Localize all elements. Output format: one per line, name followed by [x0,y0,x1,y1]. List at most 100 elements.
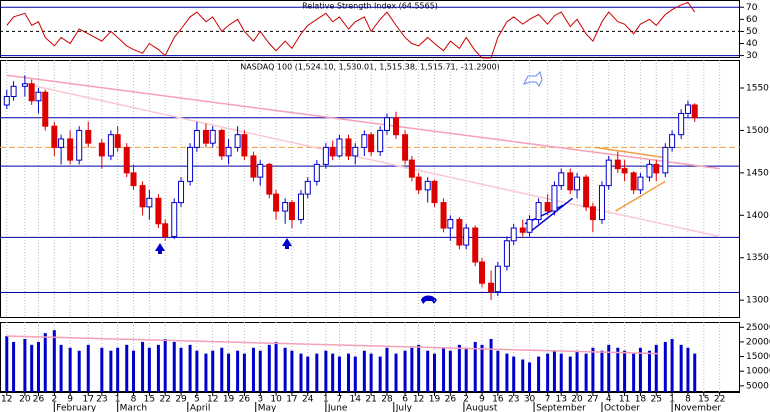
volume-bar [86,344,90,392]
x-tick-label: 26 [33,395,45,405]
candle-body [558,172,565,187]
month-label: April [190,404,211,412]
y-tick-label: 1450 [746,168,769,178]
x-tick-label: 18 [635,395,647,405]
x-tick-label: 30 [524,395,536,405]
candle-body [130,172,137,187]
candle-body [345,138,352,157]
candle-body [535,202,542,221]
x-tick-label: 27 [587,395,598,405]
month-label: February [56,404,97,412]
candle-body [28,83,35,102]
candle-body [669,134,676,148]
candle-body [288,202,295,221]
volume-bar [353,356,357,392]
volume-bar [559,353,563,392]
x-tick-label: 1 [669,395,675,405]
x-tick-label: 15 [698,395,709,405]
volume-bar [362,350,366,392]
rsi-line [6,1,696,59]
volume-bar [442,347,446,392]
volume-bar [403,350,407,392]
volume-bar [528,362,532,392]
x-tick-label: 12 [413,395,424,405]
month-label: May [258,404,277,412]
volume-bar [464,347,468,392]
volume-bar [132,350,136,392]
volume-bar [267,344,271,392]
bull-icon [523,71,543,87]
volume-bar [125,344,129,392]
x-tick-label: 26 [445,395,457,405]
candle-body [691,104,698,119]
candle-body [494,265,501,293]
candle-body [178,180,185,204]
volume-bar [43,333,47,392]
x-tick-label: 22 [714,395,725,405]
candle-body [3,95,10,106]
volume-bar [179,347,183,392]
trendline [615,180,666,212]
x-tick-label: 19 [429,395,441,405]
volume-bar [638,347,642,392]
candle-body [218,129,225,157]
volume-bar [156,344,160,392]
candle-body [282,202,289,212]
x-tick-label: 21 [365,395,376,405]
candle-body [202,129,209,144]
candle-body [383,117,390,131]
volume-bar [204,353,208,392]
x-tick-label: 25 [651,395,662,405]
x-tick-label: 5 [194,395,200,405]
candle-body [431,180,438,204]
y-tick-label: 30 [746,51,758,61]
volume-bar [242,353,246,392]
candle-body [155,197,162,225]
candle-body [304,180,311,195]
x-tick-label: 15 [144,395,155,405]
candle-body [58,138,65,148]
volume-bar [480,344,484,392]
x-tick-label: 9 [479,395,485,405]
volume-bar [600,350,604,392]
volume-bar [496,350,500,392]
volume-bar [116,347,120,392]
x-tick-label: 8 [685,395,691,405]
volume-bar [274,341,278,392]
volume-bar [607,344,611,392]
volume-bar [337,356,341,392]
volume-bar [306,356,310,392]
x-tick-label: 2 [51,395,57,405]
x-tick-label: 13 [555,395,566,405]
volume-bar [331,353,335,392]
trendline [595,146,666,159]
volume-bar [12,341,16,392]
candle-body [614,159,621,170]
volume-bar [36,341,40,392]
candle-body [472,227,479,263]
candle-body [574,176,581,191]
volume-bar [369,353,373,392]
y-tick-label: 15000 [746,352,770,362]
x-tick-label: 20 [19,395,31,405]
candle-body [146,197,153,208]
volume-bar [378,356,382,392]
y-tick-label: 60 [746,15,758,25]
candle-body [51,125,58,148]
month-label: June [327,404,348,412]
volume-bar [426,350,430,392]
volume-bar [686,347,690,392]
x-tick-label: 7 [545,395,551,405]
volume-bar [663,341,667,392]
candle-body [408,159,415,178]
volume-bar [77,350,81,392]
candle-body [257,163,264,178]
candle-body [393,117,400,136]
candle-body [42,91,49,127]
x-tick-label: 8 [131,395,137,405]
x-tick-label: 22 [159,395,170,405]
volume-bar [385,347,389,392]
volume-bar [299,353,303,392]
candle-body [209,129,216,144]
